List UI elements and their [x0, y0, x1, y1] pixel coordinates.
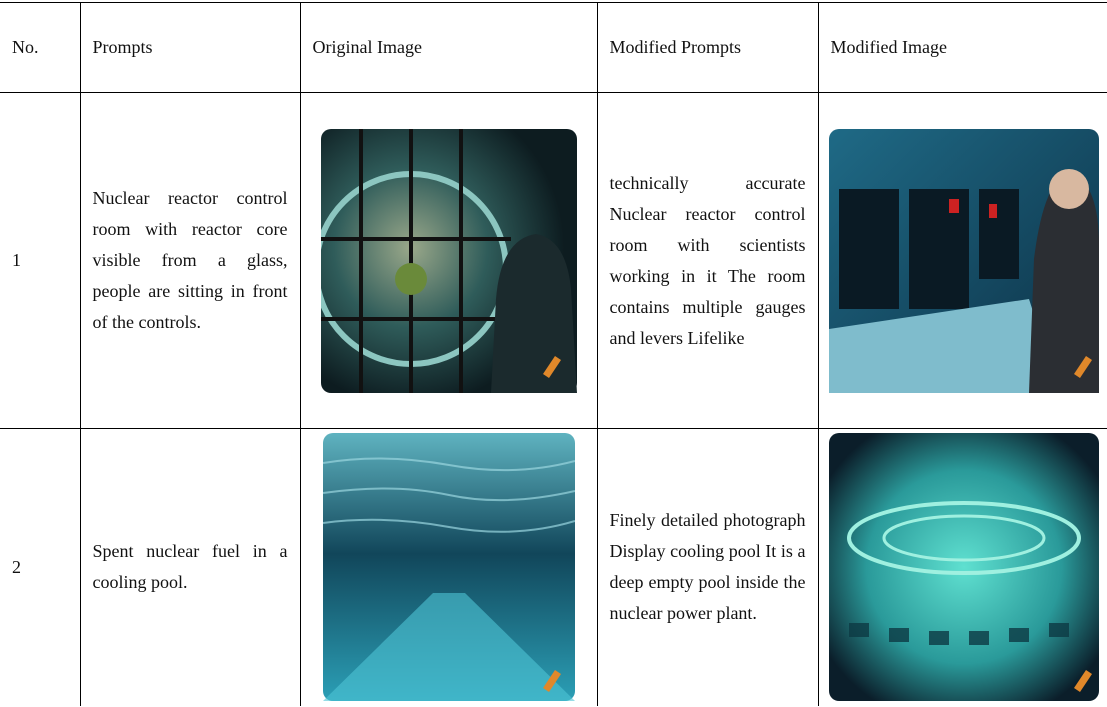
row: 1 Nuclear reactor control room with reac…	[0, 92, 1107, 429]
number-cell: 1	[0, 92, 80, 429]
original-image	[322, 433, 575, 702]
row: 2 Spent nuclear fuel in a cooling pool. …	[0, 428, 1107, 706]
header-cell: Original Image	[299, 2, 597, 93]
header-cell: Modified Image	[817, 2, 1107, 93]
header-cell: Modified Prompts	[596, 2, 818, 93]
modified-prompt-cell: Finely detailed photograph Display cooli…	[596, 428, 818, 706]
modified-image	[828, 128, 1099, 393]
image-cell	[817, 428, 1107, 706]
header-cell: Prompts	[79, 2, 300, 93]
header-cell: No.	[0, 2, 80, 93]
modified-prompt-cell: technically accurate Nuclear reactor con…	[596, 92, 818, 429]
image-cell	[817, 92, 1107, 429]
image-cell	[299, 92, 597, 429]
image-cell	[299, 428, 597, 706]
original-image	[320, 128, 577, 393]
prompt-cell: Nuclear reactor control room with reacto…	[79, 92, 300, 429]
number-cell: 2	[12, 556, 21, 577]
header-row: No. Prompts Original Image Modified Prom…	[0, 2, 1107, 93]
modified-image	[828, 433, 1099, 702]
prompt-cell: Spent nuclear fuel in a cooling pool.	[79, 428, 300, 706]
